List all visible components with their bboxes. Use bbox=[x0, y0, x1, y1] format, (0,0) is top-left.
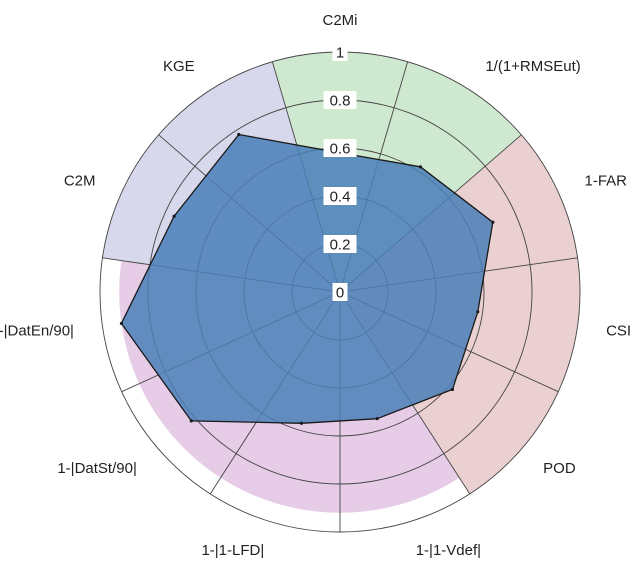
series-area bbox=[120, 133, 494, 424]
axis-label-pod: POD bbox=[543, 460, 576, 477]
tick-label-bg bbox=[323, 187, 357, 205]
data-point-1-1-rmseut bbox=[418, 165, 423, 169]
data-point-pod bbox=[450, 387, 455, 392]
data-point-1-datst-90 bbox=[189, 419, 193, 423]
axis-label-csi: CSI bbox=[606, 322, 631, 339]
axis-label-1-daten-90: 1-|DatEn/90| bbox=[0, 322, 74, 339]
tick-label-bg bbox=[332, 43, 348, 61]
data-point-1-daten-90 bbox=[119, 321, 124, 326]
data-point-1-1-vdef bbox=[375, 417, 379, 421]
data-point-csi bbox=[476, 310, 480, 314]
tick-label-bg bbox=[323, 235, 357, 253]
axis-label-kge: KGE bbox=[163, 58, 195, 75]
axis-label-1-1-rmseut: 1/(1+RMSEut) bbox=[485, 58, 580, 75]
axis-label-1-1-lfd: 1-|1-LFD| bbox=[201, 542, 264, 559]
tick-label-bg bbox=[323, 139, 357, 157]
tick-label: 0 bbox=[336, 285, 344, 302]
tick-label-bg bbox=[332, 283, 348, 301]
data-point-1-1-lfd bbox=[299, 421, 304, 425]
tick-label: 0.8 bbox=[330, 93, 351, 110]
axis-label-c2m: C2M bbox=[64, 172, 96, 189]
axis-label-1-1-vdef: 1-|1-Vdef| bbox=[416, 542, 481, 559]
tick-label: 0.2 bbox=[330, 237, 351, 254]
data-point-kge bbox=[237, 132, 241, 137]
data-point-c2m bbox=[172, 214, 176, 218]
tick-label: 1 bbox=[336, 45, 344, 62]
axis-labels: C2Mi 1/(1+RMSEut) 1-FAR CSI POD 1-|1-Vdef| 1-|… bbox=[0, 12, 631, 559]
data-point-1-far bbox=[491, 220, 495, 224]
tick-label: 0.6 bbox=[330, 141, 351, 158]
radial-tick-labels: 0 0.2 0.4 0.6 0.8 1 bbox=[323, 43, 357, 302]
axis-label-1-datst-90: 1-|DatSt/90| bbox=[57, 460, 137, 477]
tick-label: 0.4 bbox=[330, 189, 351, 206]
tick-label-bg bbox=[323, 91, 357, 109]
axis-label-1-far: 1-FAR bbox=[585, 172, 628, 189]
axis-label-c2mi: C2Mi bbox=[322, 12, 357, 29]
series-layer bbox=[119, 132, 495, 425]
